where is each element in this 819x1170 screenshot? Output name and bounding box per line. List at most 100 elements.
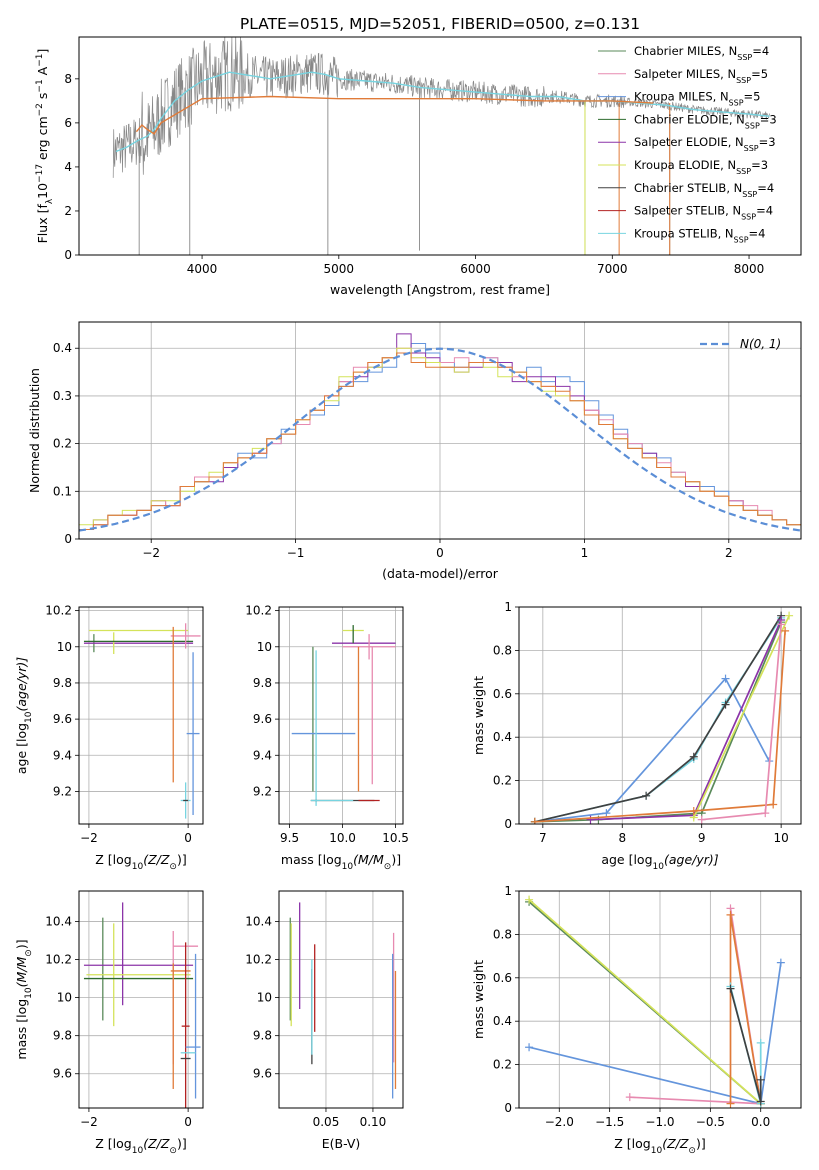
y-tick-label: 9.2 — [253, 784, 272, 798]
legend-label-part: Salpeter MILES, N — [634, 67, 736, 81]
x-axis-label-part: (Z/Z — [143, 852, 170, 867]
y-tick-label: 0 — [64, 532, 72, 546]
legend-label: N(0, 1) — [740, 337, 781, 351]
legend-label: Kroupa ELODIE, NSSP=3 — [634, 158, 768, 176]
y-axis-label: Normed distribution — [27, 368, 42, 493]
x-axis-label-sub: 10 — [132, 1146, 144, 1156]
legend-label-part: =3 — [751, 158, 768, 172]
legend-label-part: =3 — [760, 112, 777, 126]
legend-label-part: =5 — [751, 67, 768, 81]
legend-label-part: Chabrier STELIB, N — [634, 181, 742, 195]
series-kroupa-elodie-marker — [525, 895, 534, 904]
x-tick-label: −2 — [142, 546, 160, 560]
series-chabrier-stelib-marker — [756, 1097, 765, 1106]
x-tick-label: 7000 — [597, 262, 628, 276]
series-salpeter-miles-marker — [625, 1093, 634, 1102]
x-axis-label: E(B-V) — [322, 1136, 361, 1151]
y-axis-label-sub: 10 — [24, 711, 34, 723]
legend-label-part: =3 — [759, 135, 776, 149]
series-salpeter-miles-marker — [761, 809, 770, 818]
y-tick-label: 8 — [64, 72, 72, 86]
y-tick-label: 9.6 — [53, 1067, 72, 1081]
y-axis-label-part: ] — [35, 49, 50, 54]
legend-label-part: =4 — [757, 181, 774, 195]
y-tick-label: 0.8 — [493, 643, 512, 657]
x-axis-label-part: (Z/Z — [143, 1136, 170, 1151]
y-axis-label-part: −17 — [35, 164, 45, 183]
residuals-plot-area — [79, 322, 801, 539]
series-chabrier-stelib-marker — [721, 700, 730, 709]
legend-label-sub: SSP — [741, 212, 756, 221]
x-tick-label: 0 — [184, 831, 192, 845]
histogram-salpeter-miles — [79, 347, 801, 539]
x-axis-label-part: )] — [177, 1136, 187, 1151]
y-tick-label: 2 — [64, 204, 72, 218]
y-axis-label-part: 10 — [24, 987, 34, 999]
y-tick-label: 4 — [64, 160, 72, 174]
legend-label-part: Salpeter ELODIE, N — [634, 135, 744, 149]
y-axis-label: Flux [fλ10−17 erg cm−2 s−1 A−1] — [35, 49, 55, 244]
series-salpeter-stelib — [534, 630, 786, 823]
legend-label-part: Kroupa MILES, N — [634, 90, 729, 104]
y-tick-label: 0.4 — [493, 1014, 512, 1028]
y-tick-label: 9.8 — [253, 1029, 272, 1043]
x-tick-label: 10 — [774, 831, 789, 845]
y-tick-label: 1 — [504, 600, 512, 614]
x-tick-label: −1 — [287, 546, 305, 560]
series-kroupa-stelib — [534, 617, 782, 823]
y-tick-label: 9.2 — [53, 784, 72, 798]
series-salpeter-stelib — [729, 914, 762, 1104]
legend-label: Chabrier ELODIE, NSSP=3 — [634, 112, 777, 129]
y-tick-label: 9.8 — [53, 1029, 72, 1043]
legend-label-part: Salpeter STELIB, N — [634, 204, 741, 218]
x-tick-label: 9.5 — [280, 831, 299, 845]
x-tick-label: −1.0 — [645, 1115, 674, 1129]
y-tick-label: 10.2 — [45, 953, 72, 967]
legend-label-part: Chabrier MILES, N — [634, 44, 737, 58]
y-tick-label: 0.6 — [493, 687, 512, 701]
y-axis-label: mass [log10(M/M⊙)] — [14, 939, 34, 1059]
series-kroupa-elodie — [528, 899, 762, 1105]
x-axis-label-sub: 10 — [651, 1146, 663, 1156]
y-tick-label: 0 — [504, 1101, 512, 1115]
y-tick-label: 10 — [57, 991, 72, 1005]
y-tick-label: 9.6 — [253, 1067, 272, 1081]
mass_vs_EBV-frame — [278, 890, 404, 1109]
y-tick-label: 9.8 — [253, 676, 272, 690]
mass_vs_Z-plot-area — [79, 891, 203, 1108]
y-tick-label: 0.4 — [493, 730, 512, 744]
legend-label-part: =4 — [749, 226, 766, 240]
x-axis-label: age [log10(age/yr)] — [601, 852, 718, 872]
series-kroupa-miles-marker — [602, 809, 611, 818]
x-tick-label: 2 — [725, 546, 733, 560]
x-tick-label: 1 — [581, 546, 589, 560]
y-axis-label-part: −1 — [35, 54, 45, 67]
x-tick-label: −0.5 — [696, 1115, 725, 1129]
y-axis-label-part: s — [35, 93, 50, 104]
series-chabrier-stelib-marker — [726, 984, 735, 993]
x-axis-label-part: (M/M — [353, 852, 384, 867]
mass_weight_vs_Z-panel: −2.0 −1.5 −1.0 −0.5 0.0 0 0.2 0.4 0.6 0.8 1 Z [log1… — [471, 884, 802, 1156]
histogram-salpeter-stelib — [79, 352, 801, 539]
x-tick-label: 5000 — [324, 262, 355, 276]
y-tick-label: 0 — [64, 248, 72, 262]
x-tick-label: 0.05 — [313, 1115, 340, 1129]
x-axis-label-sub: ⊙ — [384, 862, 392, 872]
spectrum-frame — [78, 36, 802, 256]
mass_weight_vs_age-frame — [518, 606, 802, 825]
y-axis-label-part: )] — [14, 939, 29, 949]
legend-label-sub: SSP — [736, 167, 751, 176]
mass_weight_vs_Z-frame — [518, 890, 802, 1109]
normal-curve — [79, 347, 801, 532]
legend-label-sub: SSP — [737, 53, 752, 62]
x-axis-label-sub: 10 — [342, 862, 354, 872]
x-tick-label: −2 — [80, 1115, 98, 1129]
legend-label: Kroupa MILES, NSSP=5 — [634, 90, 760, 108]
series-chabrier-miles — [534, 621, 782, 823]
x-axis-label-part: )] — [391, 852, 401, 867]
series-kroupa-miles-marker — [721, 674, 730, 683]
series-kroupa-elodie-marker — [785, 611, 794, 620]
